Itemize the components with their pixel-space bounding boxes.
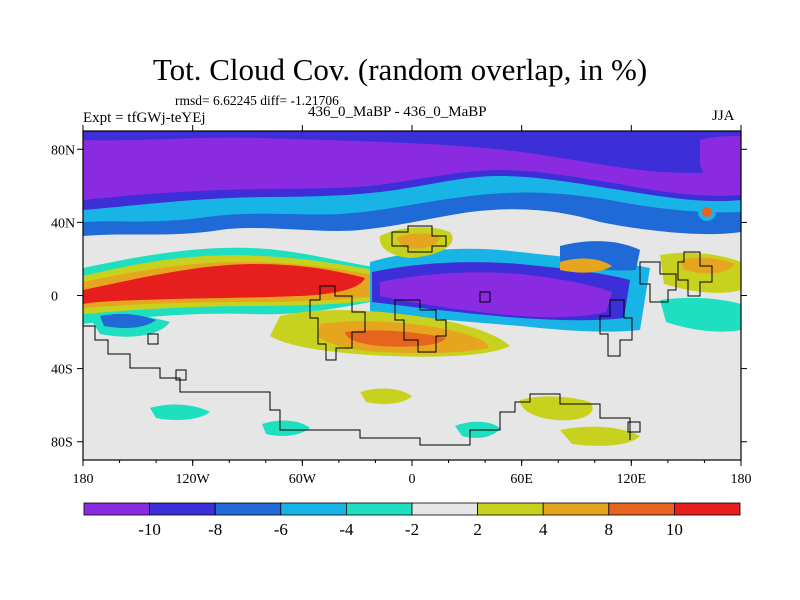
y-tick-label: 80S bbox=[51, 436, 73, 451]
southern-patch-5 bbox=[262, 420, 310, 436]
colorbar: -10 -8 -6 -4 -2 2 4 8 10 bbox=[83, 502, 741, 539]
colorbar-swatch bbox=[674, 502, 741, 516]
colorbar-swatch bbox=[280, 502, 347, 516]
colorbar-swatch bbox=[345, 502, 413, 516]
colorbar-swatch bbox=[477, 502, 544, 516]
colorbar-swatch bbox=[542, 502, 610, 516]
x-tick-label: 180 bbox=[73, 472, 94, 487]
coastlines bbox=[83, 225, 713, 446]
colorbar-label: 4 bbox=[539, 520, 548, 539]
x-tick-label: 60E bbox=[510, 472, 533, 487]
south-atlantic-red bbox=[345, 330, 446, 347]
southern-patch-4 bbox=[360, 388, 412, 404]
y-tick-label: 40S bbox=[51, 363, 73, 378]
east-pacific-south-blue bbox=[100, 313, 156, 328]
colorbar-label: 2 bbox=[473, 520, 482, 539]
colorbar-swatch bbox=[83, 502, 150, 516]
north-atlantic-patch-orange bbox=[396, 233, 440, 249]
season-label: JJA bbox=[712, 108, 735, 124]
antarctic-patch bbox=[560, 426, 640, 446]
colorbar-label: -2 bbox=[405, 520, 419, 539]
tropical-band-red bbox=[83, 264, 365, 304]
experiment-label: Expt = tfGWj-teYEj bbox=[83, 110, 206, 126]
axes: 180 120W 60W 0 60E 120E 180 80N 40N 0 40S 80S bbox=[51, 125, 752, 487]
colorbar-swatch bbox=[608, 502, 675, 516]
colorbar-swatch bbox=[214, 502, 282, 516]
colorbar-label: 8 bbox=[605, 520, 614, 539]
x-tick-label: 60W bbox=[289, 472, 317, 487]
india-patch-orange bbox=[560, 258, 612, 273]
x-tick-label: 0 bbox=[409, 472, 416, 487]
y-tick-label: 80N bbox=[51, 143, 75, 158]
southern-patch-3 bbox=[150, 404, 210, 420]
north-pacific-spot-core bbox=[702, 207, 712, 217]
colorbar-swatch bbox=[149, 502, 216, 516]
colorbar-label: 10 bbox=[666, 520, 683, 539]
comparison-label: 436_0_MaBP - 436_0_MaBP bbox=[308, 104, 487, 120]
stats-label: rmsd= 6.62245 diff= -1.21706 bbox=[175, 93, 339, 108]
chart-title: Tot. Cloud Cov. (random overlap, in %) bbox=[152, 52, 648, 87]
x-tick-label: 120W bbox=[176, 472, 211, 487]
y-tick-label: 0 bbox=[51, 290, 58, 305]
arctic-band-core-2 bbox=[700, 135, 741, 191]
colorbar-label: -10 bbox=[138, 520, 161, 539]
x-tick-label: 180 bbox=[731, 472, 752, 487]
colorbar-label: -6 bbox=[274, 520, 288, 539]
x-tick-label: 120E bbox=[617, 472, 647, 487]
colorbar-label: -4 bbox=[339, 520, 354, 539]
southern-patch-1 bbox=[520, 396, 593, 421]
arctic-band-core bbox=[83, 137, 741, 200]
colorbar-label: -8 bbox=[208, 520, 222, 539]
y-tick-label: 40N bbox=[51, 216, 75, 231]
colorbar-swatch bbox=[411, 502, 478, 516]
equatorial-band-purple bbox=[380, 272, 612, 318]
south-pacific-teal bbox=[660, 297, 741, 332]
map-plot bbox=[83, 131, 741, 460]
